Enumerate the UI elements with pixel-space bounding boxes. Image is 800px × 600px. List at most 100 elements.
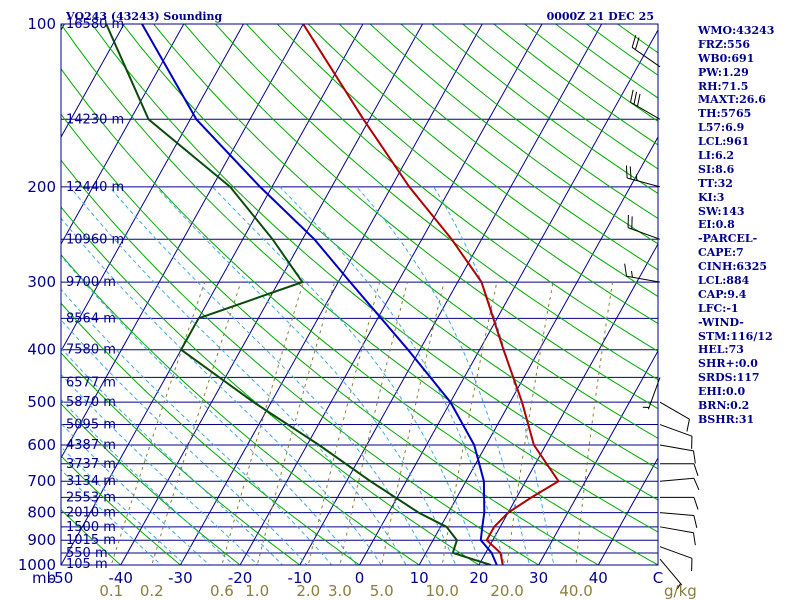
wind-barb: [659, 512, 698, 528]
wind-barb-feather: [636, 93, 641, 107]
dry-adiabat: [61, 24, 658, 533]
isotherm-line: [61, 24, 304, 460]
wind-barb-feather: [624, 263, 628, 277]
dry-adiabat: [245, 24, 658, 352]
index-item: TT:32: [698, 176, 733, 190]
moist-adiabat: [61, 446, 187, 565]
profile-lines: [105, 24, 560, 565]
height-label: 1500 m: [66, 520, 116, 535]
index-item: BRN:0.2: [698, 399, 750, 413]
isotherm-line: [239, 24, 543, 565]
moist-adiabat: [61, 255, 358, 565]
moist-adiabat: [279, 186, 506, 565]
height-label: 8564 m: [66, 311, 116, 326]
index-item: WMO:43243: [698, 24, 775, 37]
dry-adiabat: [61, 67, 658, 565]
temperature-tick-label: 30: [529, 569, 548, 587]
dry-adiabat: [61, 508, 122, 565]
dry-adiabat: [61, 253, 421, 565]
wind-barb-half-feather: [676, 583, 681, 590]
chart-time: 0000Z 21 DEC 25: [547, 10, 654, 23]
wind-barb-feather: [693, 497, 699, 510]
index-item: KI:3: [698, 190, 725, 204]
mixing-ratio-tick-label: 0.6: [210, 582, 234, 600]
wind-barb: [659, 401, 690, 432]
wind-barb-staff: [659, 546, 693, 559]
wind-barb-staff: [659, 424, 693, 437]
wind-barb-staff: [659, 512, 694, 517]
pressure-tick-label: 400: [27, 341, 56, 359]
moist-adiabat: [61, 347, 284, 565]
background-lines: [0, 24, 658, 565]
wind-barb-feather: [630, 89, 634, 103]
index-item: MAXT:26.6: [698, 93, 766, 107]
pressure-tick-label: 200: [27, 178, 56, 196]
isotherm-line: [120, 24, 424, 565]
isotherm-line: [0, 24, 5, 565]
height-label: 4387 m: [66, 438, 116, 453]
mixing-ratio-tick-label: 0.1: [99, 582, 123, 600]
parcel-profile: [141, 24, 498, 565]
moist-adiabat: [212, 186, 481, 565]
temperature-tick-label: -10: [288, 569, 313, 587]
index-item: LCL:961: [698, 135, 750, 149]
temperature-tick-label: -20: [228, 569, 253, 587]
index-item: -WIND-: [698, 315, 744, 329]
wind-barb: [660, 463, 699, 476]
wind-barb: [659, 444, 696, 464]
wind-barb: [659, 526, 696, 546]
height-label: 2010 m: [66, 506, 116, 521]
isotherm-line: [61, 24, 185, 246]
wind-barb: [659, 546, 693, 571]
dry-adiabat: [276, 24, 658, 325]
wind-barb: [642, 377, 661, 410]
mixing-ratio-tick-label: g/kg: [664, 582, 697, 600]
temperature-tick-label: -50: [49, 569, 74, 587]
mixing-ratio-tick-label: 3.0: [328, 582, 352, 600]
isotherm-line: [478, 243, 658, 565]
index-item: L57:6.9: [698, 121, 745, 135]
isotherm-line: [179, 24, 483, 565]
index-item: EHI:0.0: [698, 385, 746, 399]
pressure-tick-label: 700: [27, 472, 56, 490]
wind-barb-staff: [659, 477, 694, 482]
temperature-tick-label: 10: [410, 569, 429, 587]
dry-adiabat: [369, 24, 658, 245]
mixing-ratio-line: [381, 281, 445, 565]
pressure-tick-label: 1000: [18, 556, 56, 574]
dry-adiabat: [61, 302, 361, 565]
dry-adiabat: [152, 24, 658, 439]
wind-barb-feather: [633, 91, 638, 105]
index-item: CAP:9.4: [698, 287, 747, 301]
moist-adiabat: [61, 398, 235, 565]
wind-barb-feather: [631, 35, 637, 48]
mixing-ratio-line: [339, 281, 408, 565]
wind-barb-staff: [630, 101, 661, 120]
height-label: 3737 m: [66, 457, 116, 472]
isotherm-line: [597, 456, 658, 565]
index-item: TH:5765: [698, 107, 752, 121]
pressure-tick-label: 800: [27, 504, 56, 522]
wind-barb-feather: [634, 37, 640, 50]
wind-barb-feather: [693, 463, 699, 476]
index-item: CAPE:7: [698, 246, 744, 260]
index-item: FRZ:556: [698, 37, 751, 51]
moist-adiabat: [61, 422, 211, 565]
wind-barb: [659, 424, 693, 449]
dry-adiabat: [61, 113, 600, 565]
height-label: 5095 m: [66, 418, 116, 433]
wind-barb-feather: [629, 166, 632, 180]
pressure-tick-label: 900: [27, 531, 56, 549]
wind-barb-staff: [647, 377, 661, 410]
wind-barb: [659, 558, 683, 590]
index-item: LI:6.2: [698, 149, 735, 163]
pressure-tick-label: 600: [27, 436, 56, 454]
mixing-ratio-line: [307, 281, 381, 565]
temperature-tick-label: 40: [589, 569, 608, 587]
wind-barb: [660, 496, 699, 510]
wind-barb-half-feather: [631, 270, 633, 278]
temperature-tick-label: -30: [168, 569, 193, 587]
isotherm-line: [538, 349, 658, 565]
